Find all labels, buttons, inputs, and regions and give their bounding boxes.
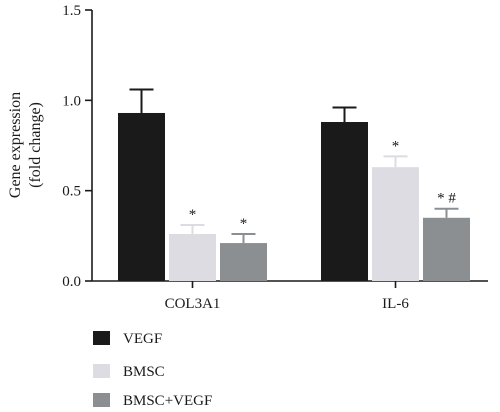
legend-swatch [93,393,110,407]
x-tick-label: IL-6 [382,296,409,312]
significance-label: * [189,207,197,223]
y-tick-label: 1.5 [62,3,81,19]
legend-label: BMSC+VEGF [123,393,212,409]
legend-swatch [93,331,110,345]
bar [372,167,419,281]
legend-swatch [93,364,110,378]
y-tick-label: 0.0 [62,274,81,290]
y-axis-label-line1: Gene expression [7,92,24,198]
significance-label: * # [437,191,456,207]
y-tick-label: 1.0 [62,93,81,109]
y-axis-label-line2: (fold change) [27,102,44,188]
bar [220,243,267,281]
legend-label: BMSC [123,364,165,380]
bars: * * * * # [118,88,470,281]
bar [423,217,470,281]
legend: VEGF BMSC BMSC+VEGF [93,331,212,409]
bar [118,112,165,281]
significance-label: * [392,138,400,154]
x-tick-label: COL3A1 [165,296,221,312]
y-tick-label: 0.5 [62,184,81,200]
bar [321,122,368,281]
legend-label: VEGF [123,331,162,347]
significance-label: * [240,216,248,232]
bar [169,234,216,281]
